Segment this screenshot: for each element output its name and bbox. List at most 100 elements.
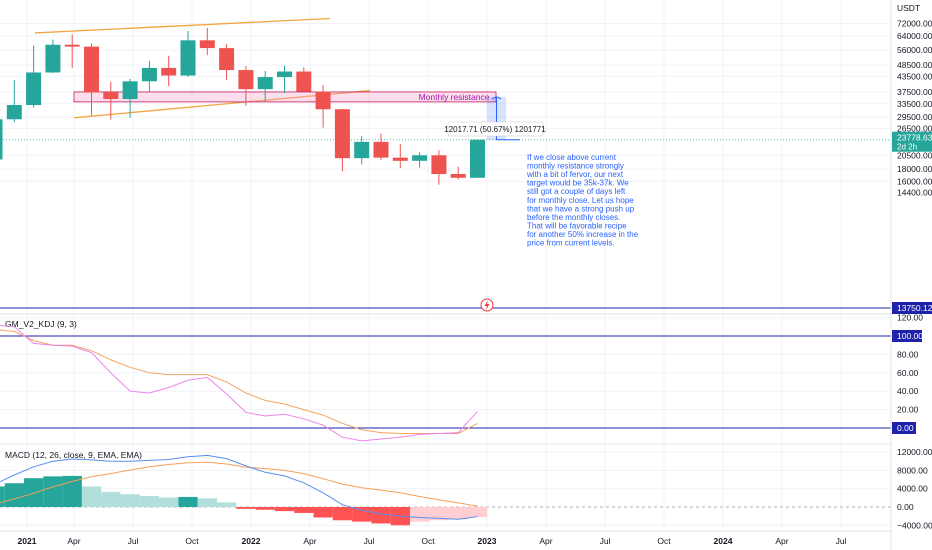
macd-histogram-bar <box>24 478 44 507</box>
time-tick: 2021 <box>18 536 37 546</box>
candle-body <box>277 71 292 78</box>
price-tick: 37500.00 <box>897 87 932 97</box>
time-tick: 2024 <box>714 536 733 546</box>
time-tick: Apr <box>775 536 788 546</box>
candle-body <box>0 119 3 160</box>
annotation-line: before the monthly closes. <box>527 213 620 222</box>
annotation-line: price from current levels. <box>527 239 615 248</box>
price-tick: 56000.00 <box>897 45 932 55</box>
time-tick: Apr <box>67 536 80 546</box>
candle-body <box>103 92 119 100</box>
macd-histogram-bar <box>81 486 102 507</box>
candle-body <box>470 139 485 178</box>
macd-title: MACD (12, 26, close, 9, EMA, EMA) <box>5 450 142 460</box>
macd-histogram-bar <box>217 502 237 507</box>
time-tick: Jul <box>128 536 139 546</box>
macd-histogram-bar <box>4 483 24 507</box>
price-tick: 26500.00 <box>897 123 932 133</box>
candle-body <box>450 174 466 178</box>
time-tick: Oct <box>185 536 199 546</box>
candle-body <box>180 40 196 76</box>
candles-layer <box>0 27 485 185</box>
price-tick: 14400.00 <box>897 187 932 197</box>
macd-histogram-bar <box>62 475 82 507</box>
annotation-line: for monthly close. Let us hope <box>527 196 634 205</box>
macd-histogram-bar <box>43 476 63 507</box>
candle-body <box>315 91 331 110</box>
macd-histogram-bar <box>178 496 198 507</box>
time-tick: Jul <box>600 536 611 546</box>
price-tick: 16000.00 <box>897 176 932 186</box>
kdj-0-value: 0.00 <box>897 423 914 433</box>
kdj-tick: 20.00 <box>897 405 919 415</box>
time-tick: 2022 <box>242 536 261 546</box>
macd-histogram-bar <box>274 507 295 512</box>
kdj-0-tag <box>892 422 916 434</box>
annotation-line: for another 50% increase in the <box>527 230 639 239</box>
candle-body <box>6 105 22 120</box>
macd-signal-line <box>0 461 478 507</box>
macd-histogram-bar <box>139 496 160 507</box>
macd-histogram-bar <box>255 507 275 510</box>
candle-body <box>199 40 215 49</box>
macd-histogram-bar <box>313 507 333 518</box>
currency-label: USDT <box>897 3 920 13</box>
candle-body <box>84 46 99 93</box>
candle-body <box>26 72 42 106</box>
candle-body <box>392 157 408 161</box>
macd-histogram-bar <box>410 507 430 522</box>
candle-body <box>296 71 312 92</box>
macd-histogram-bar <box>101 491 121 507</box>
time-tick: Jul <box>836 536 847 546</box>
macd-histogram-bar <box>467 507 488 518</box>
kdj-tick: 80.00 <box>897 349 919 359</box>
channel-upper-line[interactable] <box>34 17 331 34</box>
measure-arrowhead <box>491 96 502 100</box>
candle-body <box>373 141 389 158</box>
lightning-glyph <box>484 300 490 310</box>
monthly-resistance-label: Monthly resistance <box>419 92 490 102</box>
time-tick: Jul <box>364 536 375 546</box>
candle-body <box>64 44 80 47</box>
annotation-line: target would be 35k-37k. We <box>527 179 629 188</box>
current-price-value: 23778.63 <box>897 133 932 143</box>
macd-pane: MACD (12, 26, close, 9, EMA, EMA) <box>0 443 891 526</box>
time-tick: Apr <box>303 536 316 546</box>
candle-body <box>45 44 61 73</box>
annotation-line: monthly resistance strongly <box>527 162 624 171</box>
candle-body <box>257 77 273 90</box>
macd-histogram-bar <box>236 507 256 509</box>
annotation-line: that we have a strong push up <box>527 204 635 213</box>
candle-body <box>238 70 254 90</box>
price-tick: 18000.00 <box>897 164 932 174</box>
candle-body <box>412 155 428 161</box>
macd-histogram-bar <box>352 507 372 522</box>
macd-tick: 4000.00 <box>897 484 928 494</box>
macd-histogram-bar <box>294 507 314 513</box>
current-price-tag <box>892 131 932 152</box>
candle-body <box>354 141 370 159</box>
macd-tick: 0.00 <box>897 502 914 512</box>
price-tick: 43500.00 <box>897 71 932 81</box>
time-tick: Apr <box>539 536 552 546</box>
analysis-annotation[interactable]: If we close above current monthly resista… <box>526 153 639 248</box>
macd-tick: 12000.00 <box>897 447 932 457</box>
price-tick: 72000.00 <box>897 19 932 29</box>
macd-histogram-bar <box>197 498 217 507</box>
price-tick: 48500.00 <box>897 60 932 70</box>
macd-histogram-bar <box>448 507 468 520</box>
measure-label-box <box>447 121 544 137</box>
time-tick: 2023 <box>478 536 497 546</box>
price-tick: 33500.00 <box>897 99 932 109</box>
macd-histogram-bar <box>429 507 449 521</box>
time-tick: Oct <box>657 536 671 546</box>
macd-histogram-bar <box>120 494 140 507</box>
annotation-line: with a bit of fervor, our next <box>526 170 624 179</box>
candle-body <box>219 48 235 71</box>
time-tick: Oct <box>421 536 435 546</box>
price-tick: 20500.00 <box>897 150 932 160</box>
measure-label: 12017.71 (50.67%) 1201771 <box>444 125 546 134</box>
